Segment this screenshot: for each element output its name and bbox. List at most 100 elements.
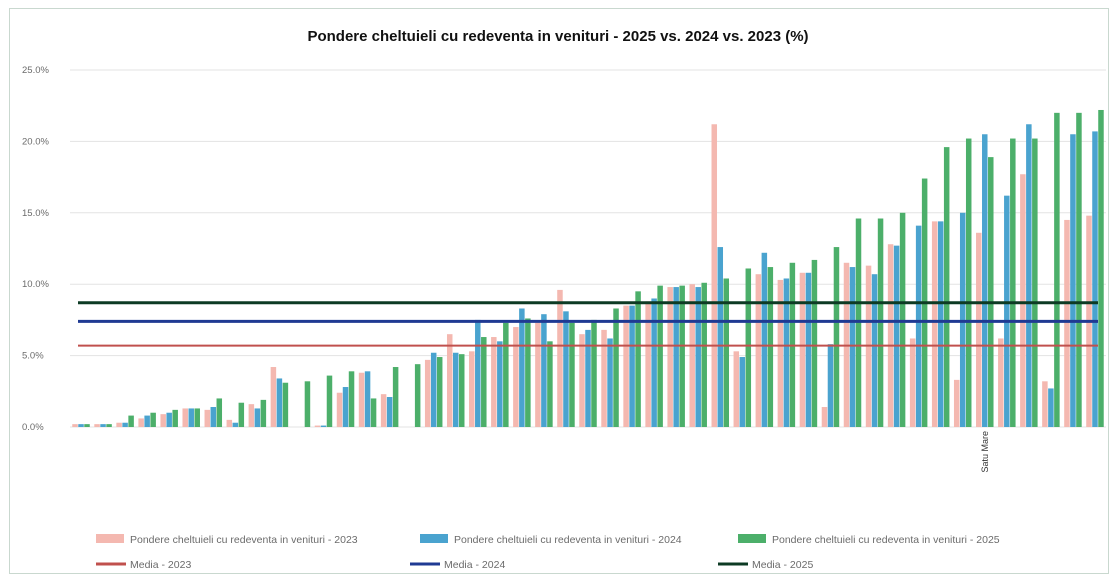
bar-2-19 bbox=[475, 319, 481, 427]
bar-3-30 bbox=[723, 278, 730, 427]
bar-1-31 bbox=[733, 351, 740, 427]
bar-2-34 bbox=[805, 272, 812, 427]
bar-2-18 bbox=[452, 352, 459, 427]
bar-3-43 bbox=[1010, 138, 1016, 428]
bar-3-44 bbox=[1032, 138, 1038, 428]
bar-2-42 bbox=[982, 134, 988, 427]
bar-1-33 bbox=[777, 279, 784, 427]
bar-2-31 bbox=[739, 357, 746, 427]
legend-media-2023-label: Media - 2023 bbox=[130, 559, 191, 571]
bar-2-28 bbox=[673, 287, 679, 427]
bar-2-33 bbox=[783, 278, 790, 427]
bar-1-6 bbox=[182, 408, 188, 427]
bar-1-28 bbox=[667, 287, 673, 427]
bar-1-29 bbox=[689, 284, 695, 427]
bar-3-9 bbox=[260, 399, 267, 427]
bar-1-35 bbox=[821, 407, 828, 427]
bar-2-1 bbox=[78, 424, 84, 427]
bar-2-10 bbox=[276, 378, 283, 427]
bar-1-17 bbox=[424, 359, 431, 427]
bar-2-17 bbox=[430, 352, 437, 427]
bar-2-3 bbox=[122, 422, 128, 427]
bar-2-32 bbox=[761, 252, 768, 427]
bar-1-8 bbox=[226, 419, 233, 427]
bar-3-26 bbox=[635, 291, 641, 427]
bar-3-3 bbox=[128, 415, 134, 427]
bar-2-26 bbox=[629, 305, 635, 427]
bar-2-5 bbox=[166, 412, 172, 427]
chart-title: Pondere cheltuieli cu redeventa in venit… bbox=[307, 28, 809, 45]
bar-1-39 bbox=[909, 338, 916, 427]
bar-2-44 bbox=[1026, 124, 1032, 427]
bar-3-2 bbox=[106, 424, 112, 427]
legend-series-2024-label: Pondere cheltuieli cu redeventa in venit… bbox=[454, 534, 682, 546]
y-tick-label: 5.0% bbox=[22, 351, 44, 362]
bar-2-23 bbox=[563, 311, 569, 427]
y-tick-label: 10.0% bbox=[22, 279, 49, 290]
bar-2-24 bbox=[585, 329, 591, 427]
bar-2-22 bbox=[541, 314, 547, 427]
bar-3-25 bbox=[613, 308, 619, 427]
bar-3-40 bbox=[943, 147, 950, 428]
bar-3-21 bbox=[525, 318, 531, 427]
bar-2-47 bbox=[1092, 131, 1098, 427]
bar-1-21 bbox=[513, 327, 519, 427]
bar-3-18 bbox=[458, 354, 465, 427]
bar-2-45 bbox=[1048, 388, 1054, 427]
bar-1-14 bbox=[358, 372, 365, 427]
bar-3-5 bbox=[172, 409, 178, 427]
bar-1-43 bbox=[998, 338, 1004, 427]
bar-3-12 bbox=[326, 375, 333, 427]
bar-3-15 bbox=[392, 367, 399, 427]
bar-3-28 bbox=[679, 285, 685, 427]
bar-1-23 bbox=[557, 289, 563, 427]
bar-3-35 bbox=[833, 247, 840, 427]
bar-1-45 bbox=[1042, 381, 1048, 427]
x-tick-label: Satu Mare bbox=[980, 431, 990, 473]
bar-2-38 bbox=[893, 245, 900, 427]
bar-1-13 bbox=[336, 392, 343, 427]
bar-1-12 bbox=[314, 425, 321, 427]
bar-1-1 bbox=[72, 424, 78, 427]
bar-3-13 bbox=[348, 371, 355, 427]
bar-2-43 bbox=[1004, 195, 1010, 427]
bar-3-22 bbox=[547, 341, 553, 427]
bar-3-31 bbox=[745, 268, 752, 427]
bar-3-6 bbox=[194, 408, 200, 427]
bar-3-41 bbox=[965, 138, 972, 428]
bar-2-30 bbox=[717, 247, 724, 427]
bar-1-26 bbox=[623, 305, 629, 427]
bar-2-7 bbox=[210, 407, 217, 427]
bar-1-19 bbox=[469, 351, 475, 427]
bar-2-21 bbox=[519, 308, 525, 427]
bar-3-14 bbox=[370, 398, 377, 427]
bar-2-9 bbox=[254, 408, 261, 427]
bar-3-16 bbox=[414, 364, 421, 427]
bar-1-40 bbox=[931, 221, 938, 427]
bar-1-44 bbox=[1020, 174, 1026, 427]
bar-3-1 bbox=[84, 424, 90, 427]
bar-3-27 bbox=[657, 285, 663, 427]
bar-1-32 bbox=[755, 274, 762, 427]
bar-2-46 bbox=[1070, 134, 1076, 427]
bar-2-14 bbox=[364, 371, 371, 427]
bar-2-8 bbox=[232, 422, 239, 427]
bar-2-2 bbox=[100, 424, 106, 427]
bar-1-41 bbox=[953, 379, 960, 427]
y-tick-label: 0.0% bbox=[22, 422, 44, 433]
bar-2-12 bbox=[320, 425, 327, 427]
bar-3-20 bbox=[503, 322, 509, 427]
bar-1-3 bbox=[116, 422, 122, 427]
bar-3-45 bbox=[1054, 112, 1060, 427]
bar-3-32 bbox=[767, 267, 774, 427]
bar-1-42 bbox=[976, 232, 982, 427]
bar-3-47 bbox=[1098, 109, 1104, 427]
bar-1-15 bbox=[380, 394, 387, 427]
bar-3-29 bbox=[701, 282, 707, 427]
y-tick-label: 15.0% bbox=[22, 208, 49, 219]
bar-2-20 bbox=[497, 341, 503, 427]
bar-3-10 bbox=[282, 382, 289, 427]
legend-series-2024-swatch bbox=[420, 534, 448, 543]
bar-2-39 bbox=[915, 225, 922, 427]
